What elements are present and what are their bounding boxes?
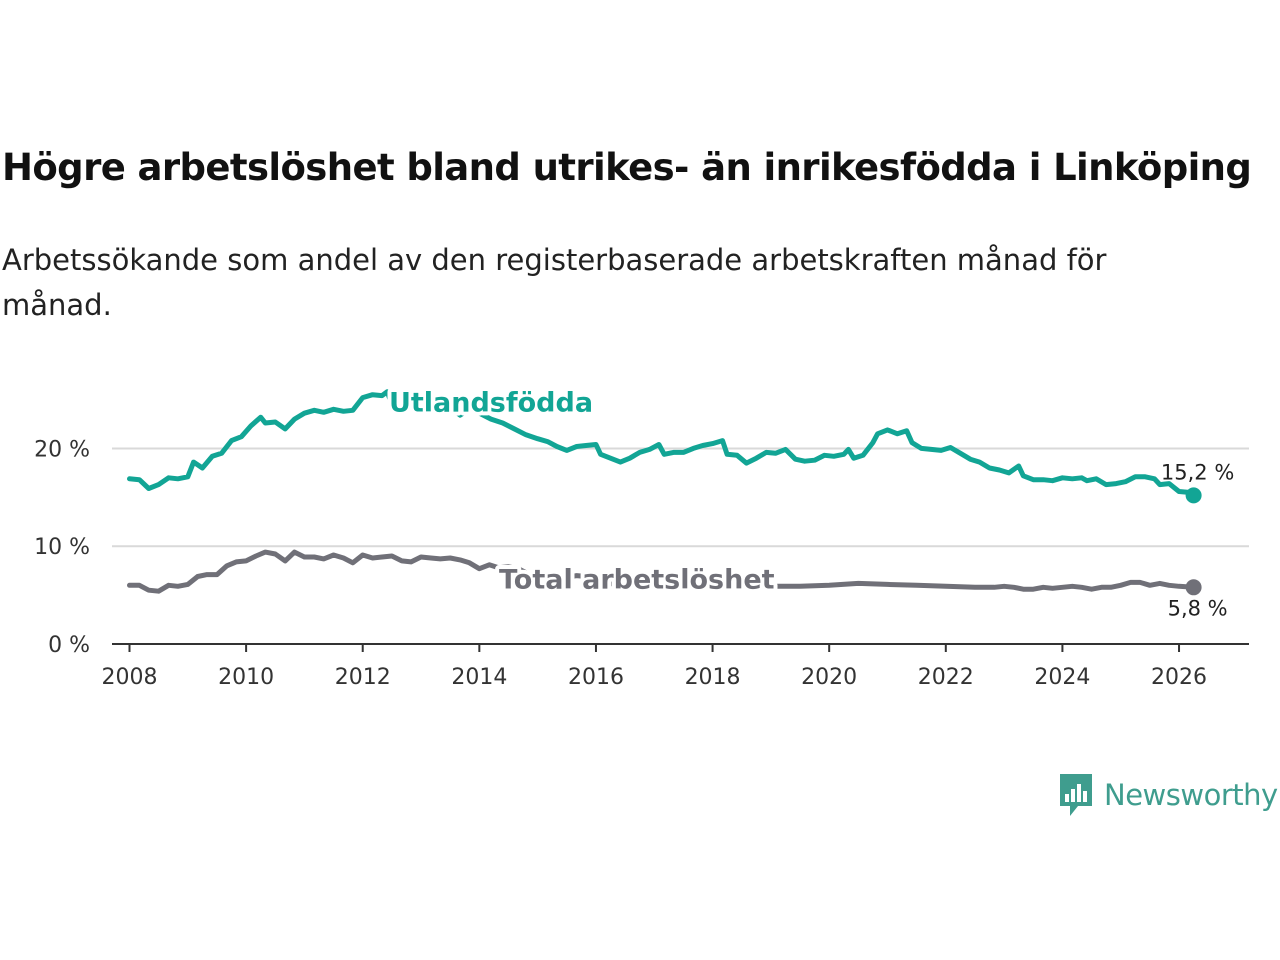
series-end-label-0: 15,2 %	[1161, 460, 1234, 484]
x-tick-label: 2016	[568, 665, 624, 690]
x-tick-label: 2024	[1034, 665, 1090, 690]
x-tick-label: 2018	[685, 665, 741, 690]
series-line-1	[127, 549, 1197, 594]
x-tick-label: 2010	[218, 665, 274, 690]
y-tick-label: 10 %	[34, 535, 90, 560]
x-tick-label: 2008	[101, 665, 157, 690]
line-layer	[127, 389, 1202, 596]
chart-title: Högre arbetslöshet bland utrikes- än inr…	[2, 146, 1252, 189]
series-name-label-0: Utlandsfödda	[389, 387, 593, 418]
series-line-0	[127, 389, 1197, 498]
x-tick-label: 2014	[451, 665, 507, 690]
grid-layer: 0 % 10 % 20 % 2008 2010 2012 2014 2016 2018 2020 2…	[34, 437, 1249, 690]
y-tick-label: 0 %	[48, 633, 90, 658]
series-end-label-1: 5,8 %	[1168, 596, 1228, 620]
x-tick-label: 2020	[801, 665, 857, 690]
brand-name: Newsworthy	[1104, 778, 1278, 812]
x-tick-label: 2022	[918, 665, 974, 690]
brand-logo[interactable]: Newsworthy	[1058, 772, 1278, 818]
label-layer: 15,2 % 5,8 % Utlandsfödda Total arbetslöshe…	[385, 383, 1234, 620]
newsworthy-logo-icon	[1060, 774, 1092, 816]
y-tick-label: 20 %	[34, 437, 90, 462]
chart-subtitle: Arbetssökande som andel av den registerb…	[2, 243, 1107, 322]
series-name-label-1: Total arbetslöshet	[499, 564, 775, 595]
series-end-marker-1	[1185, 579, 1202, 596]
line-chart: 0 % 10 % 20 % 2008 2010 2012 2014 2016 2018 2020 2…	[34, 383, 1249, 690]
series-end-marker-0	[1185, 487, 1202, 504]
x-tick-label: 2026	[1151, 665, 1207, 690]
x-tick-label: 2012	[335, 665, 391, 690]
